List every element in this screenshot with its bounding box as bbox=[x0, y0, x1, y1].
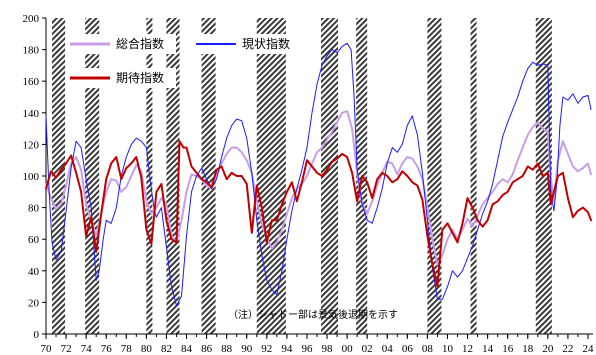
x-tick-label: 14 bbox=[482, 343, 494, 355]
x-tick-label: 82 bbox=[161, 343, 172, 355]
x-tick-label: 88 bbox=[221, 343, 233, 355]
x-tick-label: 94 bbox=[281, 343, 293, 355]
x-tick-label: 04 bbox=[382, 343, 394, 355]
series-line-3 bbox=[45, 140, 592, 288]
y-tick-label: 160 bbox=[23, 76, 40, 88]
x-tick-label: 90 bbox=[241, 343, 253, 355]
x-tick-label: 12 bbox=[462, 343, 473, 355]
x-tick-label: 10 bbox=[442, 343, 454, 355]
legend-label-2: 現状指数 bbox=[242, 36, 290, 51]
y-tick-label: 200 bbox=[23, 13, 40, 25]
y-tick-label: 20 bbox=[28, 297, 40, 309]
y-tick-label: 120 bbox=[23, 139, 40, 151]
x-tick-label: 20 bbox=[542, 343, 554, 355]
y-tick-label: 140 bbox=[23, 108, 40, 120]
x-tick-label: 92 bbox=[261, 343, 272, 355]
series-layer bbox=[45, 42, 592, 307]
recession-band-4 bbox=[166, 18, 180, 334]
x-tick-label: 02 bbox=[362, 343, 373, 355]
recession-band-9 bbox=[427, 18, 442, 334]
y-tick-label: 180 bbox=[23, 45, 40, 57]
recession-band-5 bbox=[201, 18, 216, 334]
x-tick-label: 06 bbox=[402, 343, 414, 355]
x-tick-label: 78 bbox=[121, 343, 133, 355]
recession-band-2 bbox=[85, 18, 100, 334]
recession-band-6 bbox=[256, 18, 286, 334]
x-tick-label: 70 bbox=[41, 343, 53, 355]
x-tick-label: 74 bbox=[81, 343, 93, 355]
legend-bg-3 bbox=[66, 68, 176, 88]
series-line-2 bbox=[45, 42, 592, 307]
x-tick-label: 16 bbox=[502, 343, 514, 355]
x-tick-label: 00 bbox=[342, 343, 354, 355]
x-tick-label: 76 bbox=[101, 343, 113, 355]
x-tick-label: 96 bbox=[301, 343, 313, 355]
y-tick-label: 60 bbox=[28, 234, 40, 246]
x-tick-label: 98 bbox=[322, 343, 334, 355]
x-tick-label: 22 bbox=[562, 343, 573, 355]
recession-band-10 bbox=[470, 18, 477, 334]
legend-bg-1 bbox=[66, 34, 176, 54]
legend-label-1: 総合指数 bbox=[116, 36, 164, 51]
x-tick-label: 84 bbox=[181, 343, 193, 355]
recession-shading-layer bbox=[52, 18, 552, 334]
y-tick-label: 40 bbox=[28, 266, 40, 278]
legend-label-3: 期待指数 bbox=[116, 70, 164, 85]
y-tick-label: 0 bbox=[34, 329, 40, 341]
x-tick-label: 72 bbox=[61, 343, 72, 355]
shading-note: （注）シャドー部は景気後退期を示す bbox=[228, 308, 398, 321]
x-tick-label: 86 bbox=[201, 343, 213, 355]
x-tick-label: 08 bbox=[422, 343, 434, 355]
recession-band-7 bbox=[321, 18, 339, 334]
x-tick-label: 24 bbox=[582, 343, 594, 355]
legend-bg-2 bbox=[192, 34, 302, 54]
y-tick-label: 100 bbox=[23, 171, 40, 183]
x-tick-label: 80 bbox=[141, 343, 153, 355]
y-tick-label: 80 bbox=[28, 203, 40, 215]
x-tick-label: 18 bbox=[522, 343, 534, 355]
